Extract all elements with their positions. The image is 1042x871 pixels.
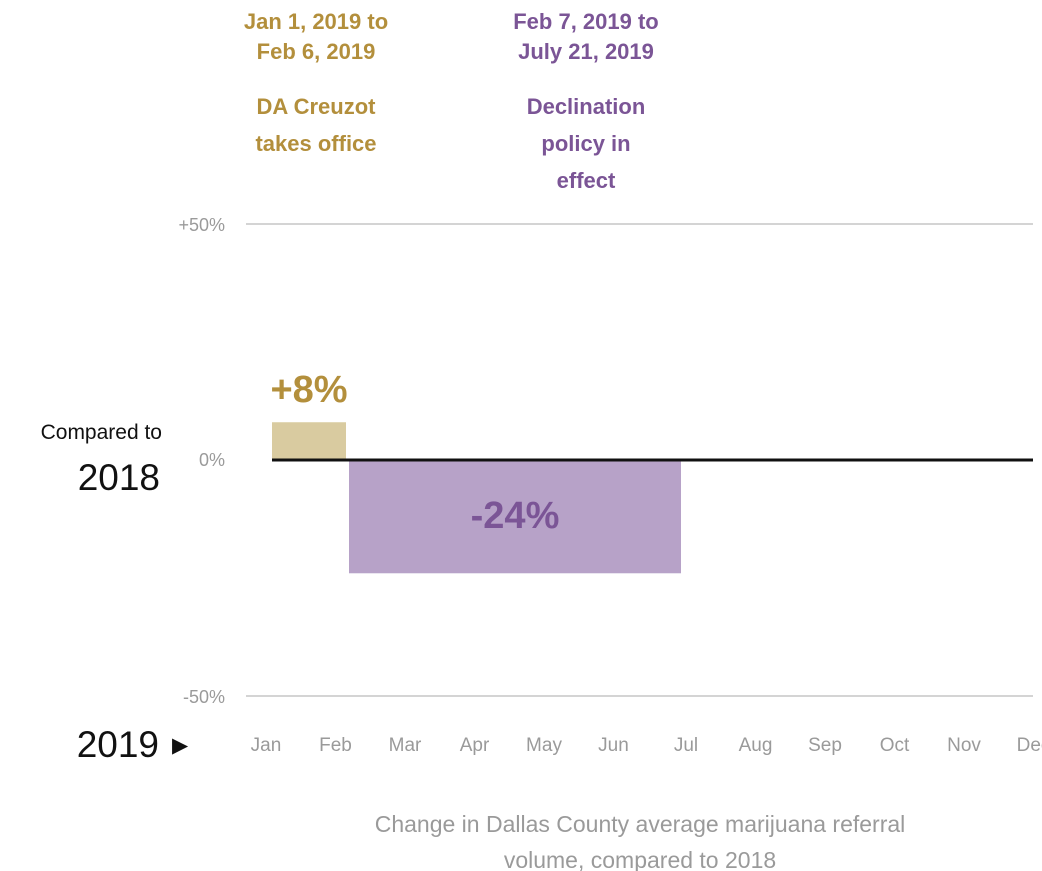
x-tick-label: Sep	[808, 735, 842, 756]
period-event-label: takes office	[255, 131, 376, 156]
period-date-label: Jan 1, 2019 to	[244, 9, 388, 34]
x-tick-label: Apr	[460, 735, 490, 756]
period-event-label: effect	[557, 168, 616, 193]
bar	[349, 460, 681, 574]
chart-caption: volume, compared to 2018	[504, 847, 776, 871]
x-tick-label: Jan	[251, 735, 282, 756]
period-date-label: Feb 6, 2019	[257, 39, 376, 64]
baseline-label: Compared to	[41, 421, 162, 444]
x-tick-label: Dec	[1017, 735, 1042, 756]
x-tick-label: Nov	[947, 735, 981, 756]
data-label: -24%	[471, 495, 560, 537]
period-date-label: Feb 7, 2019 to	[513, 9, 659, 34]
y-tick-label: 0%	[199, 450, 225, 470]
x-tick-label: Jul	[674, 735, 698, 756]
x-tick-label: Oct	[880, 735, 910, 756]
y-tick-label: +50%	[178, 215, 225, 235]
x-tick-label: Jun	[598, 735, 629, 756]
x-tick-label: Feb	[319, 735, 352, 756]
period-event-label: policy in	[541, 131, 630, 156]
x-tick-label: May	[526, 735, 562, 756]
period-date-label: July 21, 2019	[518, 39, 654, 64]
period-event-label: DA Creuzot	[257, 94, 377, 119]
bar	[272, 422, 346, 460]
baseline-year: 2018	[78, 457, 160, 498]
period-event-label: Declination	[527, 94, 646, 119]
x-tick-label: Mar	[389, 735, 422, 756]
arrow-icon: ▶	[172, 734, 189, 757]
chart-caption: Change in Dallas County average marijuan…	[375, 811, 906, 837]
y-tick-label: -50%	[183, 687, 225, 707]
data-label: +8%	[270, 369, 347, 411]
x-tick-label: Aug	[739, 735, 773, 756]
year-label: 2019	[77, 724, 159, 765]
